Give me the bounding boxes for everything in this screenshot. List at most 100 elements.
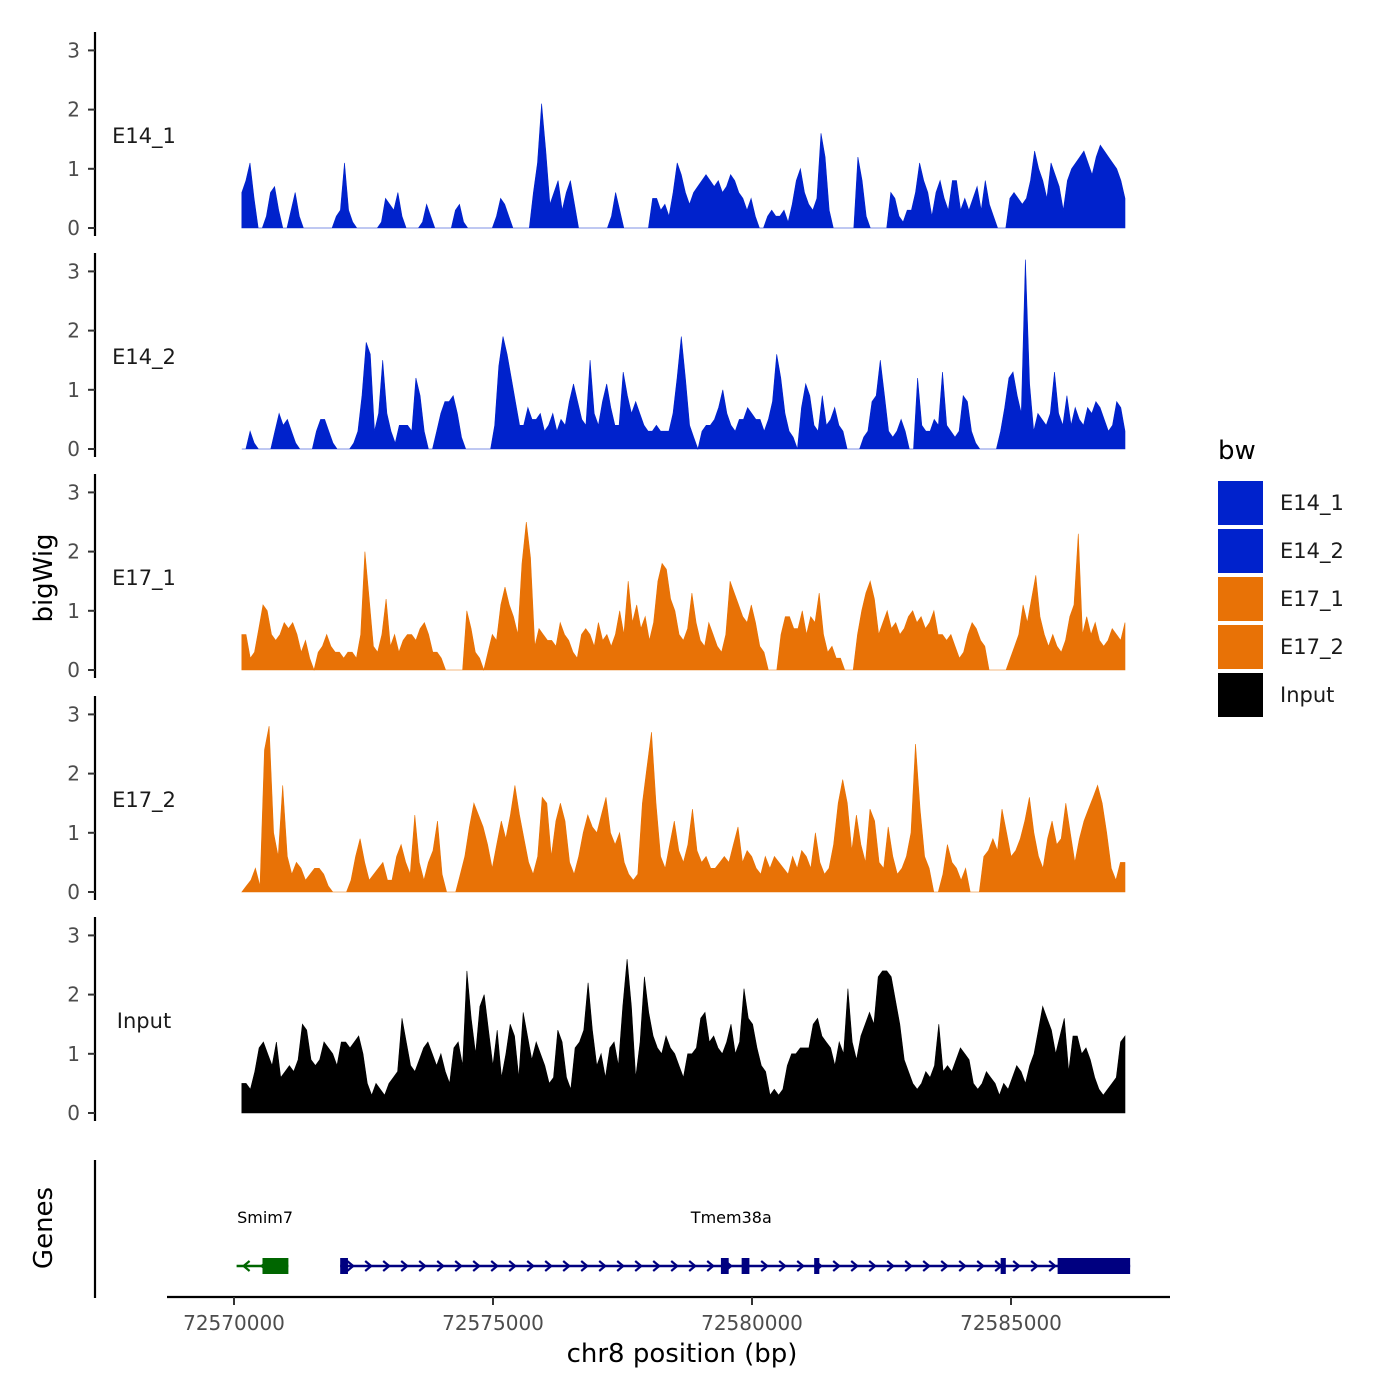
strand-arrow	[382, 1260, 391, 1272]
gene-exon	[340, 1258, 348, 1274]
y-tick-label: 3	[67, 38, 80, 62]
track-area	[241, 103, 1126, 229]
track-E17_1: 0 1 2 3 E17_1	[67, 474, 1126, 682]
x-axis-title: chr8 position (bp)	[567, 1339, 798, 1369]
strand-arrow	[400, 1260, 409, 1272]
legend-label: E17_1	[1280, 587, 1344, 612]
y-tick-label: 0	[67, 658, 80, 682]
gene-Smim7: Smim7	[236, 1208, 293, 1274]
x-axis: 72570000 72575000 72580000 72585000	[167, 1295, 1170, 1335]
strand-arrow	[850, 1260, 859, 1272]
y-tick-label: 1	[67, 378, 80, 402]
strand-arrow	[796, 1260, 805, 1272]
legend-item: E17_2	[1218, 625, 1344, 669]
strand-arrow	[562, 1260, 571, 1272]
strand-arrow	[832, 1260, 841, 1272]
strand-arrow	[526, 1260, 535, 1272]
strand-arrow	[940, 1260, 949, 1272]
y-tick-label: 2	[67, 762, 80, 786]
gene-exon	[814, 1258, 820, 1274]
legend-swatch	[1218, 529, 1263, 573]
track-area	[241, 521, 1126, 672]
gene-exon	[720, 1258, 729, 1274]
strand-arrow	[436, 1260, 445, 1272]
strand-arrow	[1048, 1260, 1057, 1272]
y-tick-label: 1	[67, 1042, 80, 1066]
strand-arrow	[904, 1260, 913, 1272]
track-E14_1: 0 1 2 3 E14_1	[67, 32, 1126, 240]
x-tick-label: 72570000	[183, 1311, 285, 1335]
x-tick-label: 72585000	[960, 1311, 1062, 1335]
strand-arrow	[958, 1260, 967, 1272]
legend-swatch	[1218, 481, 1263, 525]
strand-arrow	[490, 1260, 499, 1272]
track-area	[241, 259, 1126, 451]
y-tick-label: 0	[67, 880, 80, 904]
genes-axis-title: Genes	[29, 1187, 59, 1269]
strand-arrow	[688, 1260, 697, 1272]
y-tick-label: 3	[67, 702, 80, 726]
strand-arrow	[616, 1260, 625, 1272]
strand-arrow	[580, 1260, 589, 1272]
strand-arrow	[886, 1260, 895, 1272]
gene-exon	[1000, 1258, 1006, 1274]
track-area	[241, 959, 1126, 1114]
track-label: E14_2	[112, 345, 176, 370]
strand-arrow	[241, 1260, 251, 1272]
legend-label: E17_2	[1280, 635, 1344, 660]
legend-item: E14_1	[1218, 481, 1344, 525]
strand-arrow	[346, 1260, 355, 1272]
legend-swatch	[1218, 673, 1263, 717]
track-area	[241, 726, 1126, 893]
x-tick-label: 72575000	[442, 1311, 544, 1335]
track-E17_2: 0 1 2 3 E17_2	[67, 696, 1126, 904]
y-tick-label: 3	[67, 923, 80, 947]
strand-arrow	[976, 1260, 985, 1272]
legend: bw E14_1 E14_2 E17_1 E17_2 Input	[1218, 436, 1344, 717]
legend-item: Input	[1218, 673, 1334, 717]
legend-item: E17_1	[1218, 577, 1344, 621]
gene-exon	[1057, 1258, 1131, 1274]
y-tick-label: 1	[67, 821, 80, 845]
strand-arrow	[760, 1260, 769, 1272]
y-tick-label: 0	[67, 216, 80, 240]
y-tick-label: 1	[67, 157, 80, 181]
gene-label: Tmem38a	[690, 1208, 772, 1227]
track-Input: 0 1 2 3 Input	[67, 917, 1126, 1125]
strand-arrow	[652, 1260, 661, 1272]
legend-item: E14_2	[1218, 529, 1344, 573]
strand-arrow	[508, 1260, 517, 1272]
y-tick-label: 2	[67, 983, 80, 1007]
y-tick-label: 0	[67, 437, 80, 461]
gene-Tmem38a: Tmem38a	[340, 1208, 1131, 1274]
strand-arrow	[634, 1260, 643, 1272]
strand-arrow	[778, 1260, 787, 1272]
track-label: E14_1	[112, 124, 176, 149]
gene-exon	[262, 1258, 289, 1274]
strand-arrow	[670, 1260, 679, 1272]
strand-arrow	[544, 1260, 553, 1272]
legend-title: bw	[1218, 436, 1256, 466]
strand-arrow	[364, 1260, 373, 1272]
strand-arrow	[418, 1260, 427, 1272]
gene-label: Smim7	[237, 1208, 293, 1227]
genes-panel: Genes Smim7 Tmem38a	[29, 1160, 1131, 1298]
gene-exon	[741, 1258, 750, 1274]
legend-swatch	[1218, 625, 1263, 669]
strand-arrow	[1012, 1260, 1021, 1272]
strand-arrow	[1030, 1260, 1039, 1272]
y-axis-title: bigWig	[29, 533, 59, 622]
tracks-layer: 0 1 2 3 E14_1 0 1 2 3 E14_2 0 1 2 3 E17_1 0 1 2 3 E17_2 0 1 2 3…	[67, 32, 1126, 1125]
strand-arrow	[868, 1260, 877, 1272]
track-label: E17_1	[112, 566, 176, 591]
strand-arrow	[454, 1260, 463, 1272]
y-tick-label: 3	[67, 480, 80, 504]
legend-label: Input	[1280, 683, 1334, 707]
track-label: Input	[117, 1009, 171, 1033]
x-tick-label: 72580000	[701, 1311, 803, 1335]
strand-arrow	[706, 1260, 715, 1272]
strand-arrow	[922, 1260, 931, 1272]
legend-swatch	[1218, 577, 1263, 621]
track-label: E17_2	[112, 788, 176, 813]
